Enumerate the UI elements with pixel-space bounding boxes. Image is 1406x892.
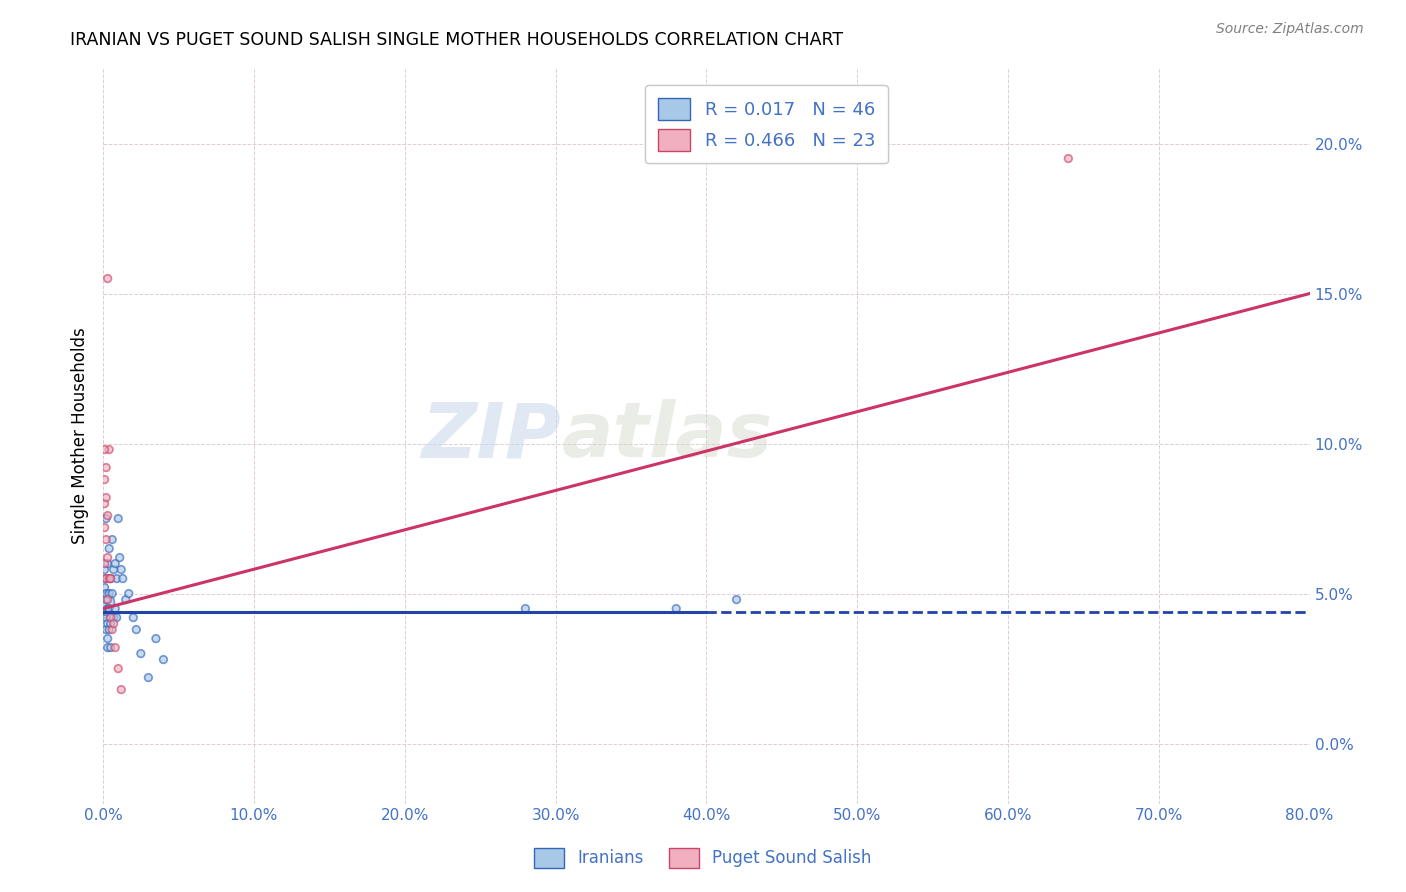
Point (97, 616, 120, 631)
Point (97, 592, 120, 607)
Point (97, 550, 120, 565)
Point (138, 671, 160, 685)
Point (725, 592, 748, 607)
Point (104, 640, 127, 655)
Point (97, 601, 120, 615)
Point (101, 533, 124, 547)
Point (103, 616, 125, 631)
Text: Source: ZipAtlas.com: Source: ZipAtlas.com (1216, 22, 1364, 37)
Point (665, 601, 688, 615)
Point (94, 460, 117, 475)
Point (94, 592, 117, 607)
Point (93, 581, 115, 595)
Point (107, 511, 129, 525)
Point (97, 632, 120, 646)
Point (93, 497, 115, 511)
Point (125, 623, 148, 637)
Point (103, 563, 125, 577)
Point (97, 640, 120, 655)
Point (94, 572, 117, 586)
Point (105, 610, 128, 624)
Legend: Iranians, Puget Sound Salish: Iranians, Puget Sound Salish (527, 841, 879, 875)
Point (103, 610, 125, 624)
Point (93, 442, 115, 457)
Point (100, 572, 122, 586)
Legend: R = 0.017   N = 46, R = 0.466   N = 23: R = 0.017 N = 46, R = 0.466 N = 23 (645, 85, 889, 163)
Point (93, 557, 115, 571)
Y-axis label: Single Mother Households: Single Mother Households (72, 327, 89, 544)
Text: ZIP: ZIP (422, 399, 561, 473)
Point (100, 640, 122, 655)
Point (94, 610, 117, 624)
Point (118, 586, 141, 600)
Point (98, 572, 121, 586)
Point (98, 623, 121, 637)
Point (100, 610, 122, 624)
Point (93, 607, 115, 622)
Text: atlas: atlas (561, 399, 773, 473)
Point (97, 557, 120, 571)
Point (98, 586, 121, 600)
Point (110, 563, 132, 577)
Point (104, 557, 127, 571)
Point (94, 572, 117, 586)
Point (145, 632, 167, 646)
Point (101, 623, 124, 637)
Point (93, 520, 115, 534)
Point (105, 572, 128, 586)
Text: IRANIAN VS PUGET SOUND SALISH SINGLE MOTHER HOUSEHOLDS CORRELATION CHART: IRANIAN VS PUGET SOUND SALISH SINGLE MOT… (70, 31, 844, 49)
Point (1057, 152, 1080, 166)
Point (98, 601, 121, 615)
Point (93, 473, 115, 487)
Point (94, 491, 117, 505)
Point (93, 563, 115, 577)
Point (122, 610, 145, 624)
Point (97, 271, 120, 285)
Point (104, 601, 127, 615)
Point (152, 652, 174, 666)
Point (515, 601, 537, 615)
Point (94, 605, 117, 619)
Point (108, 550, 131, 565)
Point (100, 616, 122, 631)
Point (111, 572, 134, 586)
Point (100, 572, 122, 586)
Point (94, 623, 117, 637)
Point (110, 682, 132, 697)
Point (114, 592, 136, 607)
Point (97, 508, 120, 523)
Point (107, 662, 129, 676)
Point (94, 533, 117, 547)
Point (101, 586, 124, 600)
Point (98, 442, 121, 457)
Point (98, 541, 121, 556)
Point (94, 511, 117, 525)
Point (129, 647, 152, 661)
Point (93, 596, 115, 610)
Point (94, 586, 117, 600)
